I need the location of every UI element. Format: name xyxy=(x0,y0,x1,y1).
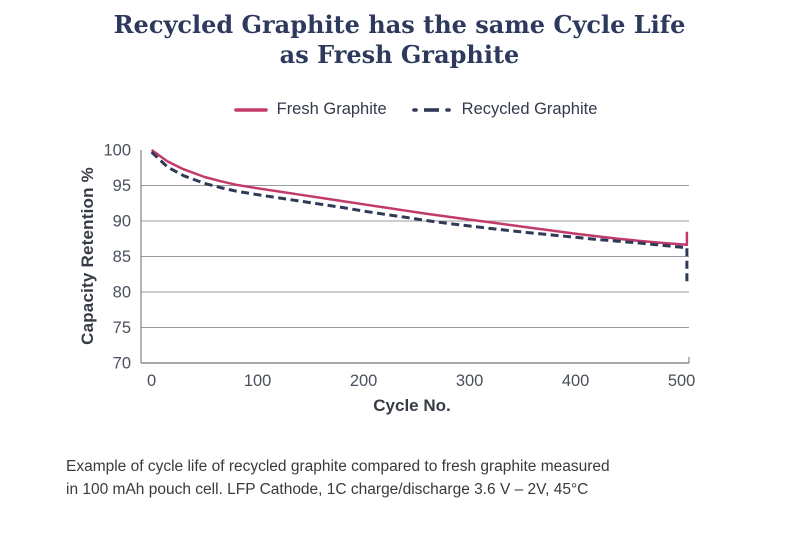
series-line-recycled-graphite xyxy=(150,151,689,283)
recycled-line-swatch-icon xyxy=(411,107,451,112)
legend-item-recycled-graphite: Recycled Graphite xyxy=(411,100,598,119)
x-tick-label-300: 300 xyxy=(456,372,484,390)
legend-label-recycled: Recycled Graphite xyxy=(461,100,598,118)
y-tick-label-75: 75 xyxy=(113,319,131,337)
x-tick-label-500: 500 xyxy=(668,372,696,390)
y-tick-label-90: 90 xyxy=(113,213,131,231)
legend-item-fresh-graphite: Fresh Graphite xyxy=(233,100,387,119)
line-chart-plot: 100 95 90 85 80 75 70 0 100 200 300 400 500 xyxy=(103,142,696,391)
x-axis-title: Cycle No. xyxy=(373,396,451,415)
legend-label-fresh: Fresh Graphite xyxy=(276,100,387,118)
x-tick-label-100: 100 xyxy=(244,372,272,390)
x-tick-label-200: 200 xyxy=(350,372,378,390)
y-tick-label-100: 100 xyxy=(103,142,131,160)
fresh-line-swatch-icon xyxy=(233,107,268,112)
caption-line1: Example of cycle life of recycled graphi… xyxy=(66,458,610,475)
chart-title-line2: as Fresh Graphite xyxy=(279,40,520,69)
figure-caption: Example of cycle life of recycled graphi… xyxy=(66,455,766,501)
y-tick-label-85: 85 xyxy=(113,248,131,266)
y-tick-label-80: 80 xyxy=(113,284,131,302)
series-line-fresh-graphite xyxy=(150,148,689,247)
y-tick-label-70: 70 xyxy=(113,355,131,373)
x-tick-label-0: 0 xyxy=(147,372,156,390)
x-tick-label-400: 400 xyxy=(562,372,590,390)
chart-title-line1: Recycled Graphite has the same Cycle Lif… xyxy=(113,10,686,39)
chart-title: Recycled Graphite has the same Cycle Lif… xyxy=(0,10,799,70)
legend: Fresh Graphite Recycled Graphite xyxy=(16,100,799,119)
caption-line2: in 100 mAh pouch cell. LFP Cathode, 1C c… xyxy=(66,481,589,498)
y-axis-title: Capacity Retention % xyxy=(78,167,97,345)
y-tick-label-95: 95 xyxy=(113,177,131,195)
